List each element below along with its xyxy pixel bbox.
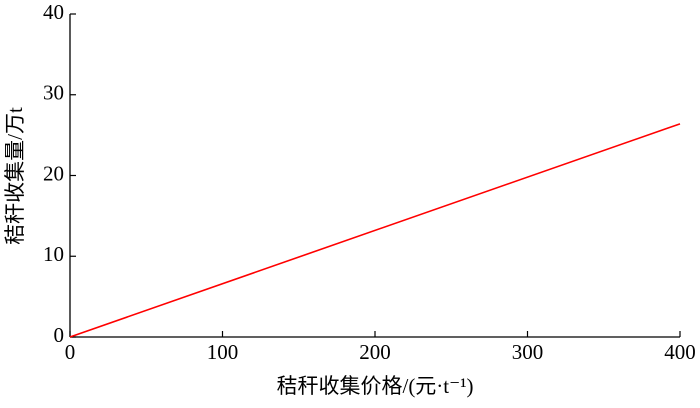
y-tick-label: 20 <box>43 161 64 185</box>
x-axis-label: 秸秆收集价格/(元·t⁻¹) <box>276 374 473 398</box>
x-tick-label: 300 <box>512 340 544 364</box>
x-tick-label: 400 <box>664 340 696 364</box>
y-tick-label: 0 <box>54 323 65 347</box>
y-axis-label: 秸秆收集量/万t <box>3 107 27 245</box>
x-tick-label: 0 <box>65 340 76 364</box>
y-tick-label: 30 <box>43 81 64 105</box>
y-tick-label: 10 <box>43 242 64 266</box>
x-tick-label: 100 <box>207 340 239 364</box>
y-tick-label: 40 <box>43 0 64 24</box>
x-tick-label: 200 <box>359 340 391 364</box>
data-line <box>69 123 681 338</box>
